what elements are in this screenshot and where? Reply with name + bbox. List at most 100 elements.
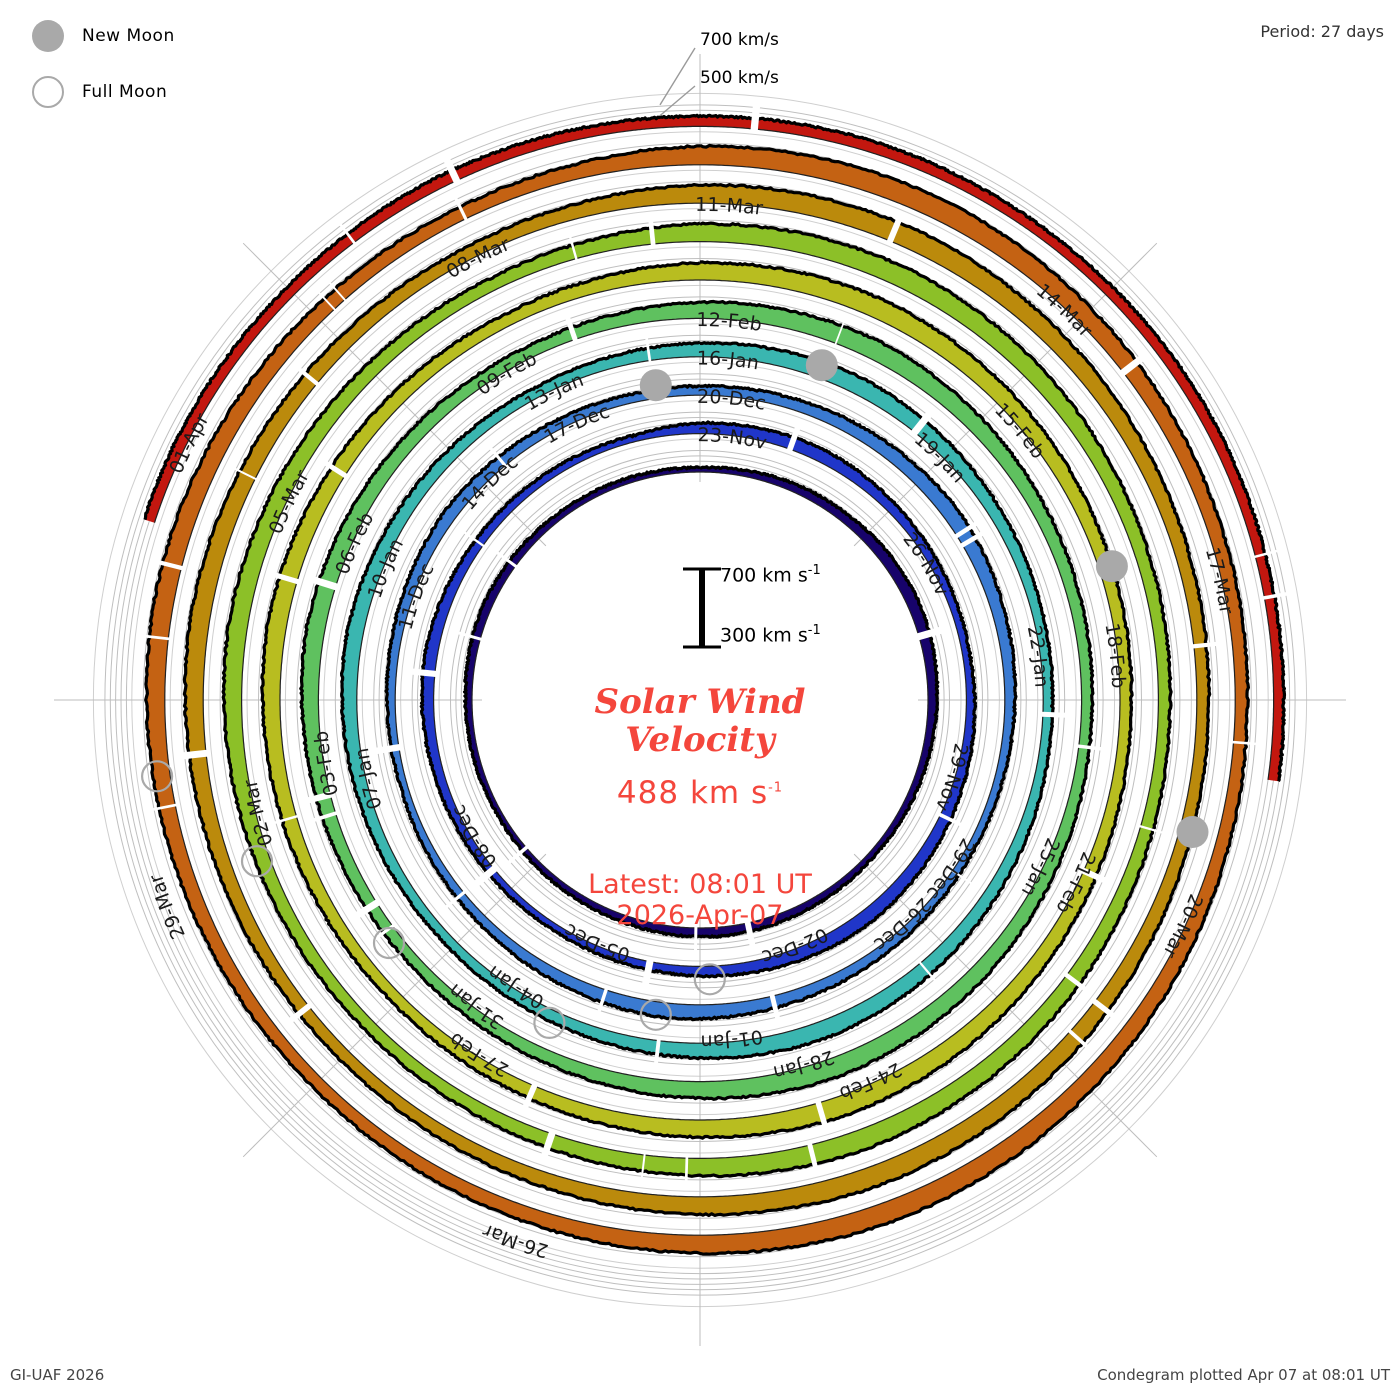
data-gap-marker (273, 572, 299, 585)
ring-baseline (153, 125, 1275, 780)
radial-tick-label-700: 700 km/s (700, 30, 779, 50)
date-tick-label: 12-Feb (696, 309, 763, 336)
data-gap-marker (1192, 641, 1218, 649)
data-gap-marker (233, 467, 257, 481)
radial-tick-label-500: 500 km/s (700, 68, 779, 88)
center-title-block: Solar Wind Velocity 488 km s-1 Latest: 0… (420, 683, 980, 932)
condegram-ring (375, 383, 1018, 1022)
data-gap-marker (568, 235, 578, 260)
full-moon-marker-icon (693, 963, 726, 996)
ring-baseline (317, 317, 1083, 1083)
axis-leader-line (659, 47, 696, 106)
data-gap-marker (541, 1131, 556, 1158)
condegram-ring (260, 260, 1134, 1140)
full-moon-marker-icon (240, 845, 274, 878)
ring-velocity-trace (419, 420, 978, 979)
scale-high-text: 700 km s (720, 564, 808, 587)
current-velocity-exponent: -1 (768, 780, 784, 796)
full-moon-marker-icon (141, 760, 174, 793)
full-moon-icon (32, 76, 64, 108)
data-gap-marker (1068, 1029, 1089, 1049)
data-gap-marker (158, 560, 183, 571)
condegram-ring (143, 105, 1288, 783)
ring-baseline (202, 202, 1198, 1198)
data-gap-marker (886, 218, 902, 244)
data-gap-marker (938, 812, 963, 827)
ring-velocity-trace (182, 182, 1212, 1218)
data-gap-marker (918, 961, 937, 982)
scale-low-text: 300 km s (720, 624, 808, 647)
ring-baseline (394, 394, 1006, 1006)
data-gap-marker (1139, 824, 1164, 834)
full-moon-marker-icon (639, 998, 672, 1031)
data-gap-marker (769, 994, 781, 1020)
new-moon-marker-icon (1095, 550, 1128, 583)
data-gap-marker (917, 626, 943, 641)
current-velocity-value: 488 km s-1 (420, 775, 980, 811)
scale-bar-icon (683, 567, 721, 649)
ring-velocity-trace (299, 299, 1095, 1101)
data-gap-marker (288, 1003, 312, 1023)
condegram-ring (340, 337, 1067, 1065)
data-gap-marker (495, 550, 518, 568)
axis-leader-lines (659, 47, 696, 117)
ring-baseline (279, 279, 1121, 1121)
ring-velocity-trace (384, 383, 1018, 1022)
period-label: Period: 27 days (1260, 22, 1384, 41)
data-gap-marker (684, 1157, 689, 1182)
data-gap-marker (1254, 549, 1279, 559)
condegram-ring (299, 299, 1103, 1101)
data-gap-marker (328, 281, 347, 302)
data-gap-marker (597, 988, 608, 1013)
legend-item-new-moon: New Moon (18, 8, 258, 64)
data-gap-marker (375, 743, 401, 755)
ring-velocity-trace (340, 340, 1055, 1061)
current-velocity-number: 488 km s (616, 775, 769, 812)
data-gap-marker (564, 316, 578, 342)
data-gap-marker (306, 791, 333, 804)
data-gap-marker (522, 1083, 538, 1109)
data-gap-marker (144, 634, 170, 641)
scale-label-low: 300 km s-1 (720, 623, 821, 646)
latest-timestamp: Latest: 08:01 UT 2026-Apr-07 (588, 869, 812, 932)
data-gap-marker (312, 811, 338, 823)
ring-velocity-trace (144, 143, 1250, 1256)
data-gap-marker (1081, 867, 1107, 884)
data-gap-marker (297, 367, 320, 386)
velocity-scale-bar: 700 km s-1 300 km s-1 (420, 545, 980, 655)
data-gap-marker (444, 890, 466, 909)
data-gap-marker (1064, 972, 1087, 992)
scale-label-high: 700 km s-1 (720, 563, 821, 586)
condegram-ring (182, 182, 1218, 1218)
data-gap-marker (807, 1143, 818, 1169)
data-gap-marker (453, 197, 468, 221)
ring-velocity-trace (463, 465, 940, 940)
date-tick-label: 16-Jan (697, 347, 761, 374)
data-gap-marker (744, 921, 756, 947)
new-moon-marker-icon (639, 369, 672, 402)
data-gap-marker (1232, 740, 1258, 746)
date-tick-label: 11-Mar (695, 194, 764, 220)
data-gap-marker (355, 899, 380, 919)
data-gap-marker (457, 631, 482, 641)
data-gap-marker (473, 865, 498, 887)
condegram-ring (144, 143, 1258, 1256)
data-gap-marker (182, 749, 208, 760)
data-gap-marker (443, 157, 461, 184)
data-gap-marker (834, 321, 845, 345)
data-gap-marker (641, 960, 654, 986)
full-moon-marker-icon (533, 1006, 566, 1040)
legend-item-full-moon: Full Moon (18, 64, 258, 120)
data-gap-marker (951, 869, 973, 885)
ring-velocity-trace (260, 260, 1134, 1140)
data-gap-marker (750, 105, 761, 131)
data-gap-marker (954, 521, 978, 539)
data-gap-marker (1263, 591, 1288, 600)
ring-velocity-trace (221, 221, 1173, 1179)
data-gap-marker (312, 576, 338, 591)
data-gap-marker (1041, 711, 1067, 718)
data-gap-marker (645, 337, 652, 362)
data-gap-marker (317, 291, 336, 311)
condegram-ring (221, 220, 1173, 1182)
data-gap-marker (273, 814, 298, 825)
